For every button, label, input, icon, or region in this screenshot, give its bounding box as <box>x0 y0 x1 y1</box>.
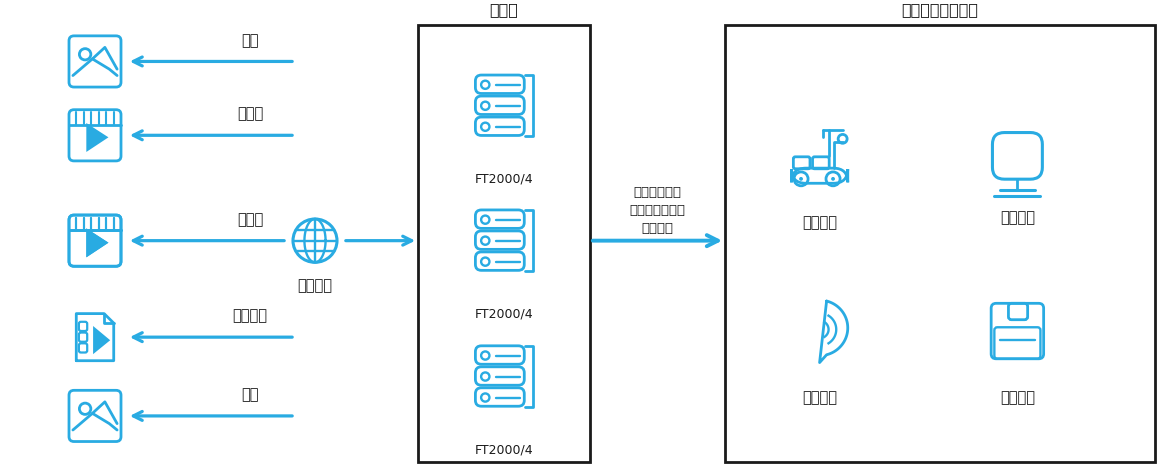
Polygon shape <box>88 231 106 255</box>
Text: 智慧轨交: 智慧轨交 <box>802 215 837 230</box>
Text: 政务服务: 政务服务 <box>802 390 837 405</box>
Text: 视频流: 视频流 <box>236 106 263 122</box>
Text: FT2000/4: FT2000/4 <box>475 308 533 321</box>
Text: FT2000/4: FT2000/4 <box>475 173 533 186</box>
Text: FT2000/4: FT2000/4 <box>475 444 533 456</box>
Text: 主核心: 主核心 <box>489 2 519 17</box>
Text: 图片: 图片 <box>241 33 259 48</box>
Text: 图片: 图片 <box>241 387 259 402</box>
Text: 视频流: 视频流 <box>236 212 263 227</box>
Text: 场景业务应用平台: 场景业务应用平台 <box>902 2 978 17</box>
Text: 高速网络: 高速网络 <box>298 278 333 293</box>
Text: 网络安全: 网络安全 <box>1000 390 1035 405</box>
Polygon shape <box>88 125 106 149</box>
Polygon shape <box>88 231 106 255</box>
Polygon shape <box>94 329 108 351</box>
Circle shape <box>800 177 803 181</box>
Bar <box>724 25 1155 462</box>
Text: 视频文件: 视频文件 <box>233 308 267 323</box>
Text: 人脸识别结果
结构化分析结果
捺拍小图: 人脸识别结果 结构化分析结果 捺拍小图 <box>629 186 686 235</box>
Bar <box>417 25 590 462</box>
Circle shape <box>831 177 835 181</box>
Text: 智慧金融: 智慧金融 <box>1000 210 1035 225</box>
